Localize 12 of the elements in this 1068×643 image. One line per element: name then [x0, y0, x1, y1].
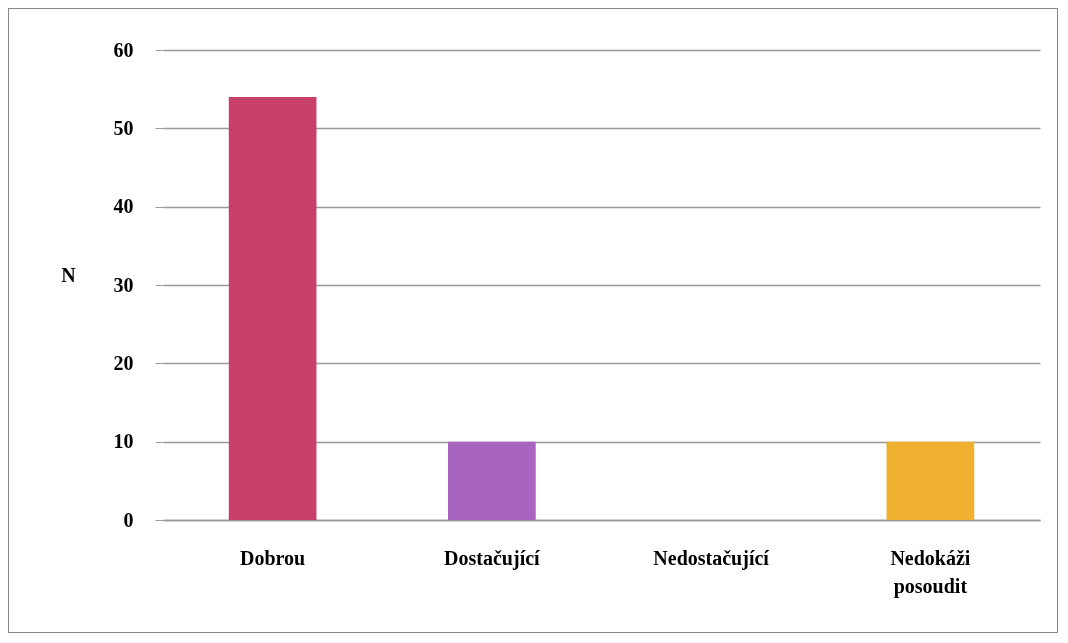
y-axis-title: N	[61, 263, 77, 286]
x-tick-label: Dobrou	[240, 546, 306, 569]
y-tick-label: 60	[113, 38, 134, 61]
x-tick-label: Nedokáži posoudit	[890, 546, 971, 598]
x-tick-label: Nedostačující	[653, 546, 770, 570]
y-tick-label: 30	[113, 273, 134, 296]
x-tick-label: Dostačující	[444, 546, 541, 570]
y-tick-label: 10	[113, 430, 134, 453]
y-tick-label: 0	[123, 508, 134, 531]
y-tick-label: 50	[113, 116, 134, 139]
y-tick-label: 40	[113, 195, 134, 218]
y-tick-label: 20	[113, 351, 134, 374]
